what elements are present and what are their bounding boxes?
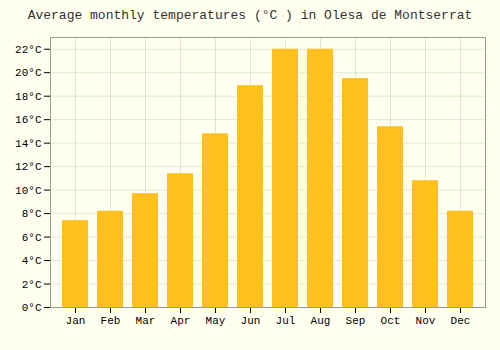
svg-text:18°C: 18°C [15, 91, 42, 103]
svg-text:Dec: Dec [451, 315, 471, 327]
svg-text:10°C: 10°C [15, 185, 42, 197]
svg-text:8°C: 8°C [22, 208, 42, 220]
svg-text:Oct: Oct [381, 315, 401, 327]
svg-text:Nov: Nov [416, 315, 436, 327]
svg-text:0°C: 0°C [22, 302, 42, 314]
svg-text:12°C: 12°C [15, 161, 42, 173]
svg-text:Mar: Mar [136, 315, 156, 327]
svg-text:Jul: Jul [276, 315, 296, 327]
svg-text:Sep: Sep [346, 315, 366, 327]
svg-text:22°C: 22°C [15, 44, 42, 56]
svg-text:Jan: Jan [66, 315, 86, 327]
svg-text:4°C: 4°C [22, 255, 42, 267]
svg-text:6°C: 6°C [22, 232, 42, 244]
svg-text:2°C: 2°C [22, 279, 42, 291]
svg-text:16°C: 16°C [15, 114, 42, 126]
svg-text:20°C: 20°C [15, 67, 42, 79]
svg-text:Feb: Feb [101, 315, 121, 327]
html-text:Average monthly temperatures (: Average monthly temperatures (°C ) in Ol… [27, 8, 473, 23]
svg-text:Apr: Apr [171, 315, 191, 327]
svg-text:14°C: 14°C [15, 138, 42, 150]
svg-text:Jun: Jun [241, 315, 261, 327]
svg-text:Aug: Aug [311, 315, 331, 327]
svg-text:May: May [206, 315, 226, 327]
